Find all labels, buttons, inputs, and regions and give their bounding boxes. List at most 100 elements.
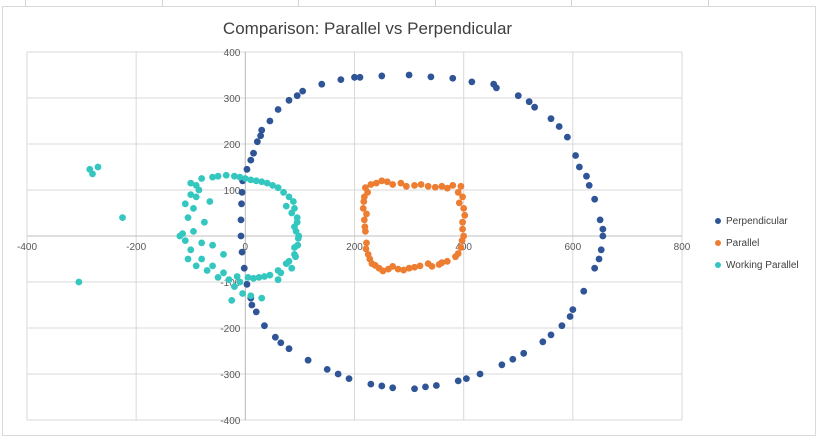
perpendicular-point [498, 361, 506, 369]
working-parallel-point [222, 171, 230, 179]
perpendicular-point [258, 126, 266, 134]
perpendicular-point [237, 216, 245, 224]
perpendicular-point [558, 322, 566, 330]
perpendicular-point [432, 382, 440, 389]
x-tick-label: 200 [346, 242, 363, 253]
working-parallel-point [241, 175, 249, 182]
parallel-point [371, 262, 379, 269]
parallel-point [378, 177, 386, 185]
working-parallel-point [261, 273, 268, 280]
parallel-point [460, 205, 468, 212]
working-parallel-point [181, 200, 189, 208]
parallel-point [428, 262, 436, 270]
chart-title: Comparison: Parallel vs Perpendicular [222, 19, 513, 38]
perpendicular-point [248, 301, 256, 309]
legend-item-parallel: Parallel [715, 232, 799, 254]
perpendicular-point [389, 384, 397, 392]
legend-marker [715, 262, 721, 268]
parallel-point [383, 178, 391, 186]
perpendicular-point [405, 71, 413, 79]
y-tick-label: 100 [224, 186, 241, 197]
y-tick-label: -200 [220, 324, 240, 335]
parallel-point [372, 179, 380, 187]
grid-line [162, 0, 163, 8]
working-parallel-point [236, 173, 244, 181]
working-parallel-point [282, 202, 290, 210]
parallel-point [400, 266, 408, 274]
working-parallel-point [274, 184, 282, 192]
parallel-point [431, 183, 439, 191]
legend: Perpendicular Parallel Working Parallel [715, 210, 799, 276]
parallel-point [449, 182, 457, 189]
x-tick-label: 800 [674, 242, 691, 253]
perpendicular-point [299, 87, 307, 95]
perpendicular-point [490, 80, 498, 88]
perpendicular-point [253, 138, 261, 146]
working-parallel-point [198, 239, 206, 247]
parallel-point [459, 225, 466, 233]
scatter-plot: -400 -200 0 200 400 600 800 -400 -300 -200 -100 100… [17, 48, 691, 427]
working-parallel-point [247, 292, 255, 300]
parallel-point [394, 265, 402, 273]
perpendicular-point [304, 356, 312, 364]
working-parallel-point [236, 278, 244, 286]
parallel-point [364, 188, 371, 196]
perpendicular-point [595, 255, 603, 263]
y-tick-label: 400 [224, 48, 241, 59]
perpendicular-point [427, 73, 435, 81]
working-parallel-point [94, 163, 102, 171]
working-parallel-point [288, 209, 296, 217]
gridlines [26, 51, 683, 421]
perpendicular-point [539, 338, 547, 346]
perpendicular-point [337, 76, 345, 83]
working-parallel-point [225, 276, 233, 284]
working-parallel-point [228, 297, 236, 304]
perpendicular-point [454, 377, 462, 385]
parallel-point [416, 262, 424, 270]
perpendicular-point [293, 92, 301, 100]
grid-line [708, 0, 709, 8]
chart-area[interactable]: Comparison: Parallel vs Perpendicular -4… [2, 6, 816, 436]
parallel-point [360, 198, 368, 205]
working-parallel-point [263, 179, 271, 187]
working-parallel-point [187, 191, 195, 199]
legend-item-perpendicular: Perpendicular [715, 210, 799, 232]
working-parallel-point [274, 276, 282, 284]
working-parallel-point [200, 218, 208, 226]
working-parallel-point [214, 172, 222, 180]
working-parallel-point [209, 173, 216, 181]
perpendicular-point [274, 106, 282, 113]
working-parallel-point [75, 278, 83, 286]
working-parallel-point [247, 176, 255, 184]
y-tick-label: 300 [224, 94, 241, 105]
parallel-point [397, 179, 405, 187]
working-parallel-point [184, 255, 192, 263]
working-parallel-point [255, 274, 263, 281]
perpendicular-point [351, 73, 358, 81]
tick-labels: -400 -200 0 200 400 600 800 -400 -300 -200 -100 100… [17, 48, 691, 427]
grid-line [435, 0, 436, 8]
parallel-point [366, 255, 374, 263]
working-parallel-point [187, 179, 195, 187]
perpendicular-point [243, 280, 251, 288]
x-tick-label: -400 [17, 242, 37, 253]
parallel-point [411, 182, 418, 189]
x-tick-label: 600 [564, 242, 581, 253]
perpendicular-point [449, 74, 457, 82]
perpendicular-point [468, 78, 476, 86]
perpendicular-point [566, 313, 574, 320]
working-parallel-point [233, 273, 241, 280]
perpendicular-point [575, 163, 583, 171]
perpendicular-point [531, 103, 539, 111]
legend-item-working-parallel: Working Parallel [715, 254, 799, 276]
parallel-point [461, 211, 469, 219]
working-parallel-point [277, 269, 285, 277]
perpendicular-point [250, 149, 257, 157]
working-parallel-point [269, 182, 277, 189]
perpendicular-point [285, 96, 293, 104]
parallel-point [424, 182, 432, 190]
working-parallel-point [292, 253, 299, 261]
spreadsheet-grid-top [0, 0, 819, 8]
perpendicular-point [261, 322, 268, 330]
perpendicular-point [266, 117, 274, 125]
